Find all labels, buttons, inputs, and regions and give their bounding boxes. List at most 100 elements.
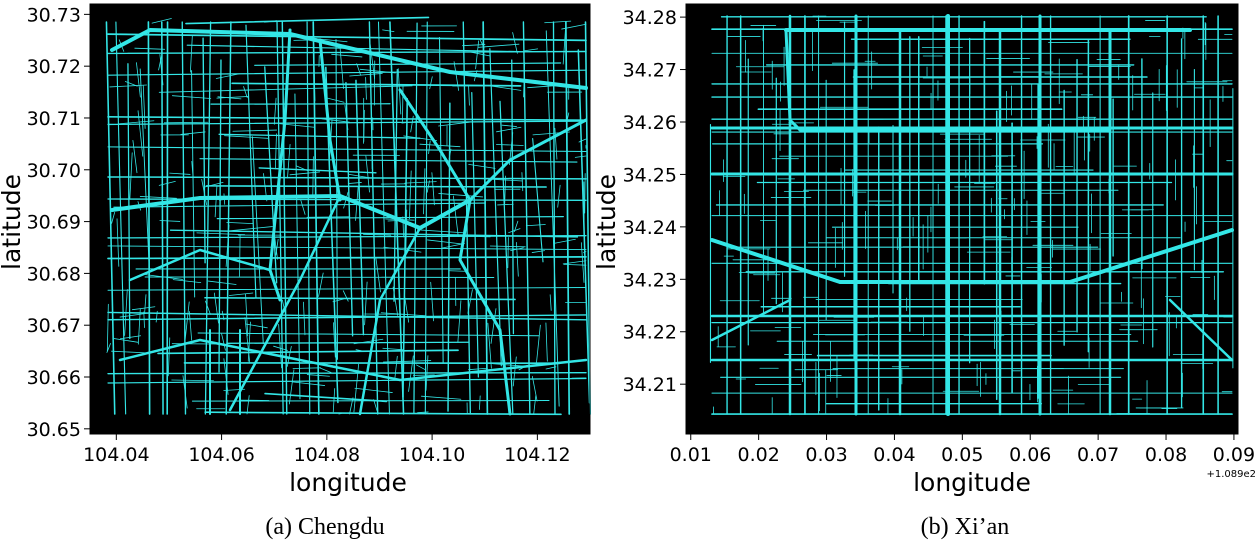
y-tick-label: 30.65 xyxy=(27,419,81,441)
chengdu-panel: 104.04 104.06 104.08 104.10 104.12 30.65 30.6… xyxy=(0,3,592,540)
major-road xyxy=(358,226,422,416)
minor-street xyxy=(151,18,172,24)
y-tick-label: 30.68 xyxy=(27,263,81,285)
minor-street xyxy=(288,369,295,405)
major-road xyxy=(710,228,1234,284)
minor-street xyxy=(286,346,292,367)
minor-street xyxy=(136,62,141,98)
minor-street xyxy=(137,309,141,345)
minor-street xyxy=(105,21,116,415)
y-tick-label: 30.71 xyxy=(27,108,81,130)
minor-street xyxy=(113,338,139,343)
minor-street xyxy=(416,229,466,234)
minor-street xyxy=(423,168,426,215)
xian-caption: (b) Xi’an xyxy=(921,514,1010,540)
minor-street xyxy=(404,295,410,323)
minor-street xyxy=(552,21,556,415)
y-tick-label: 34.26 xyxy=(623,112,677,134)
minor-street xyxy=(145,274,183,280)
minor-street xyxy=(452,195,459,238)
minor-street xyxy=(554,238,576,244)
minor-street xyxy=(247,321,251,362)
minor-street xyxy=(479,39,485,49)
chengdu-x-axis-title: longitude xyxy=(289,468,407,497)
minor-street xyxy=(300,199,306,215)
minor-street xyxy=(583,251,587,254)
minor-street xyxy=(347,182,362,184)
minor-street xyxy=(533,395,537,415)
y-tick-label: 34.25 xyxy=(623,164,677,186)
minor-street xyxy=(287,144,291,179)
xian-y-ticks: 34.21 34.22 34.23 34.24 34.25 34.26 34.27 34.28 xyxy=(623,7,686,396)
minor-street xyxy=(355,349,366,352)
minor-street xyxy=(394,355,398,380)
minor-street xyxy=(404,181,437,184)
x-tick-label: 0.01 xyxy=(670,444,712,466)
minor-street xyxy=(204,21,212,415)
minor-street xyxy=(408,355,414,392)
minor-street xyxy=(535,324,541,367)
minor-street xyxy=(189,35,193,73)
minor-street xyxy=(147,21,151,415)
minor-street xyxy=(420,395,462,400)
minor-street xyxy=(365,155,370,193)
minor-street xyxy=(225,224,230,267)
minor-street xyxy=(475,40,480,70)
minor-street xyxy=(185,16,430,25)
xian-x-offset-label: +1.089e2 xyxy=(1206,469,1256,480)
chengdu-x-ticks: 104.04 104.06 104.08 104.10 104.12 xyxy=(83,434,571,466)
minor-street xyxy=(468,84,470,106)
minor-street xyxy=(107,50,587,55)
minor-street xyxy=(231,82,522,87)
xian-panel: 0.01 0.02 0.03 0.04 0.05 0.06 0.07 0.08 0.09 34.… xyxy=(592,3,1256,540)
y-tick-label: 30.70 xyxy=(27,160,81,182)
minor-street xyxy=(545,366,557,370)
minor-street xyxy=(117,120,155,125)
chengdu-y-axis-title: latitude xyxy=(0,174,26,270)
minor-street xyxy=(214,185,218,218)
minor-street xyxy=(313,59,316,102)
minor-street xyxy=(416,364,426,371)
minor-street xyxy=(428,140,431,155)
minor-street xyxy=(245,323,268,329)
minor-street xyxy=(182,375,188,409)
minor-street xyxy=(144,276,495,278)
minor-street xyxy=(417,411,429,414)
minor-street xyxy=(291,381,326,386)
minor-street xyxy=(264,392,388,403)
minor-street xyxy=(410,115,414,133)
chengdu-caption: (a) Chengdu xyxy=(265,514,384,540)
minor-street xyxy=(201,178,208,206)
minor-street xyxy=(218,59,222,373)
major-road xyxy=(268,28,292,302)
minor-street xyxy=(393,69,398,302)
minor-street xyxy=(467,289,473,314)
minor-street xyxy=(382,29,395,33)
minor-street xyxy=(342,290,349,302)
minor-street xyxy=(111,211,116,224)
minor-street xyxy=(143,311,145,329)
y-tick-label: 30.67 xyxy=(27,315,81,337)
minor-street xyxy=(180,131,206,135)
minor-street xyxy=(244,317,251,364)
minor-street xyxy=(228,226,273,232)
xian-plot-area xyxy=(686,4,1238,434)
x-tick-label: 0.07 xyxy=(1077,444,1119,466)
minor-street xyxy=(501,124,517,127)
minor-street xyxy=(295,165,309,172)
minor-street xyxy=(243,86,248,99)
minor-street xyxy=(331,53,363,58)
minor-street xyxy=(332,388,336,413)
minor-street xyxy=(129,152,133,200)
minor-street xyxy=(199,158,578,163)
minor-street xyxy=(566,112,570,123)
x-tick-label: 0.04 xyxy=(873,444,915,466)
minor-street xyxy=(578,138,587,143)
minor-street xyxy=(204,181,224,188)
minor-street xyxy=(496,144,524,146)
minor-street xyxy=(504,175,507,204)
minor-street xyxy=(127,63,131,340)
major-road xyxy=(128,248,272,282)
y-tick-label: 34.23 xyxy=(623,269,677,291)
